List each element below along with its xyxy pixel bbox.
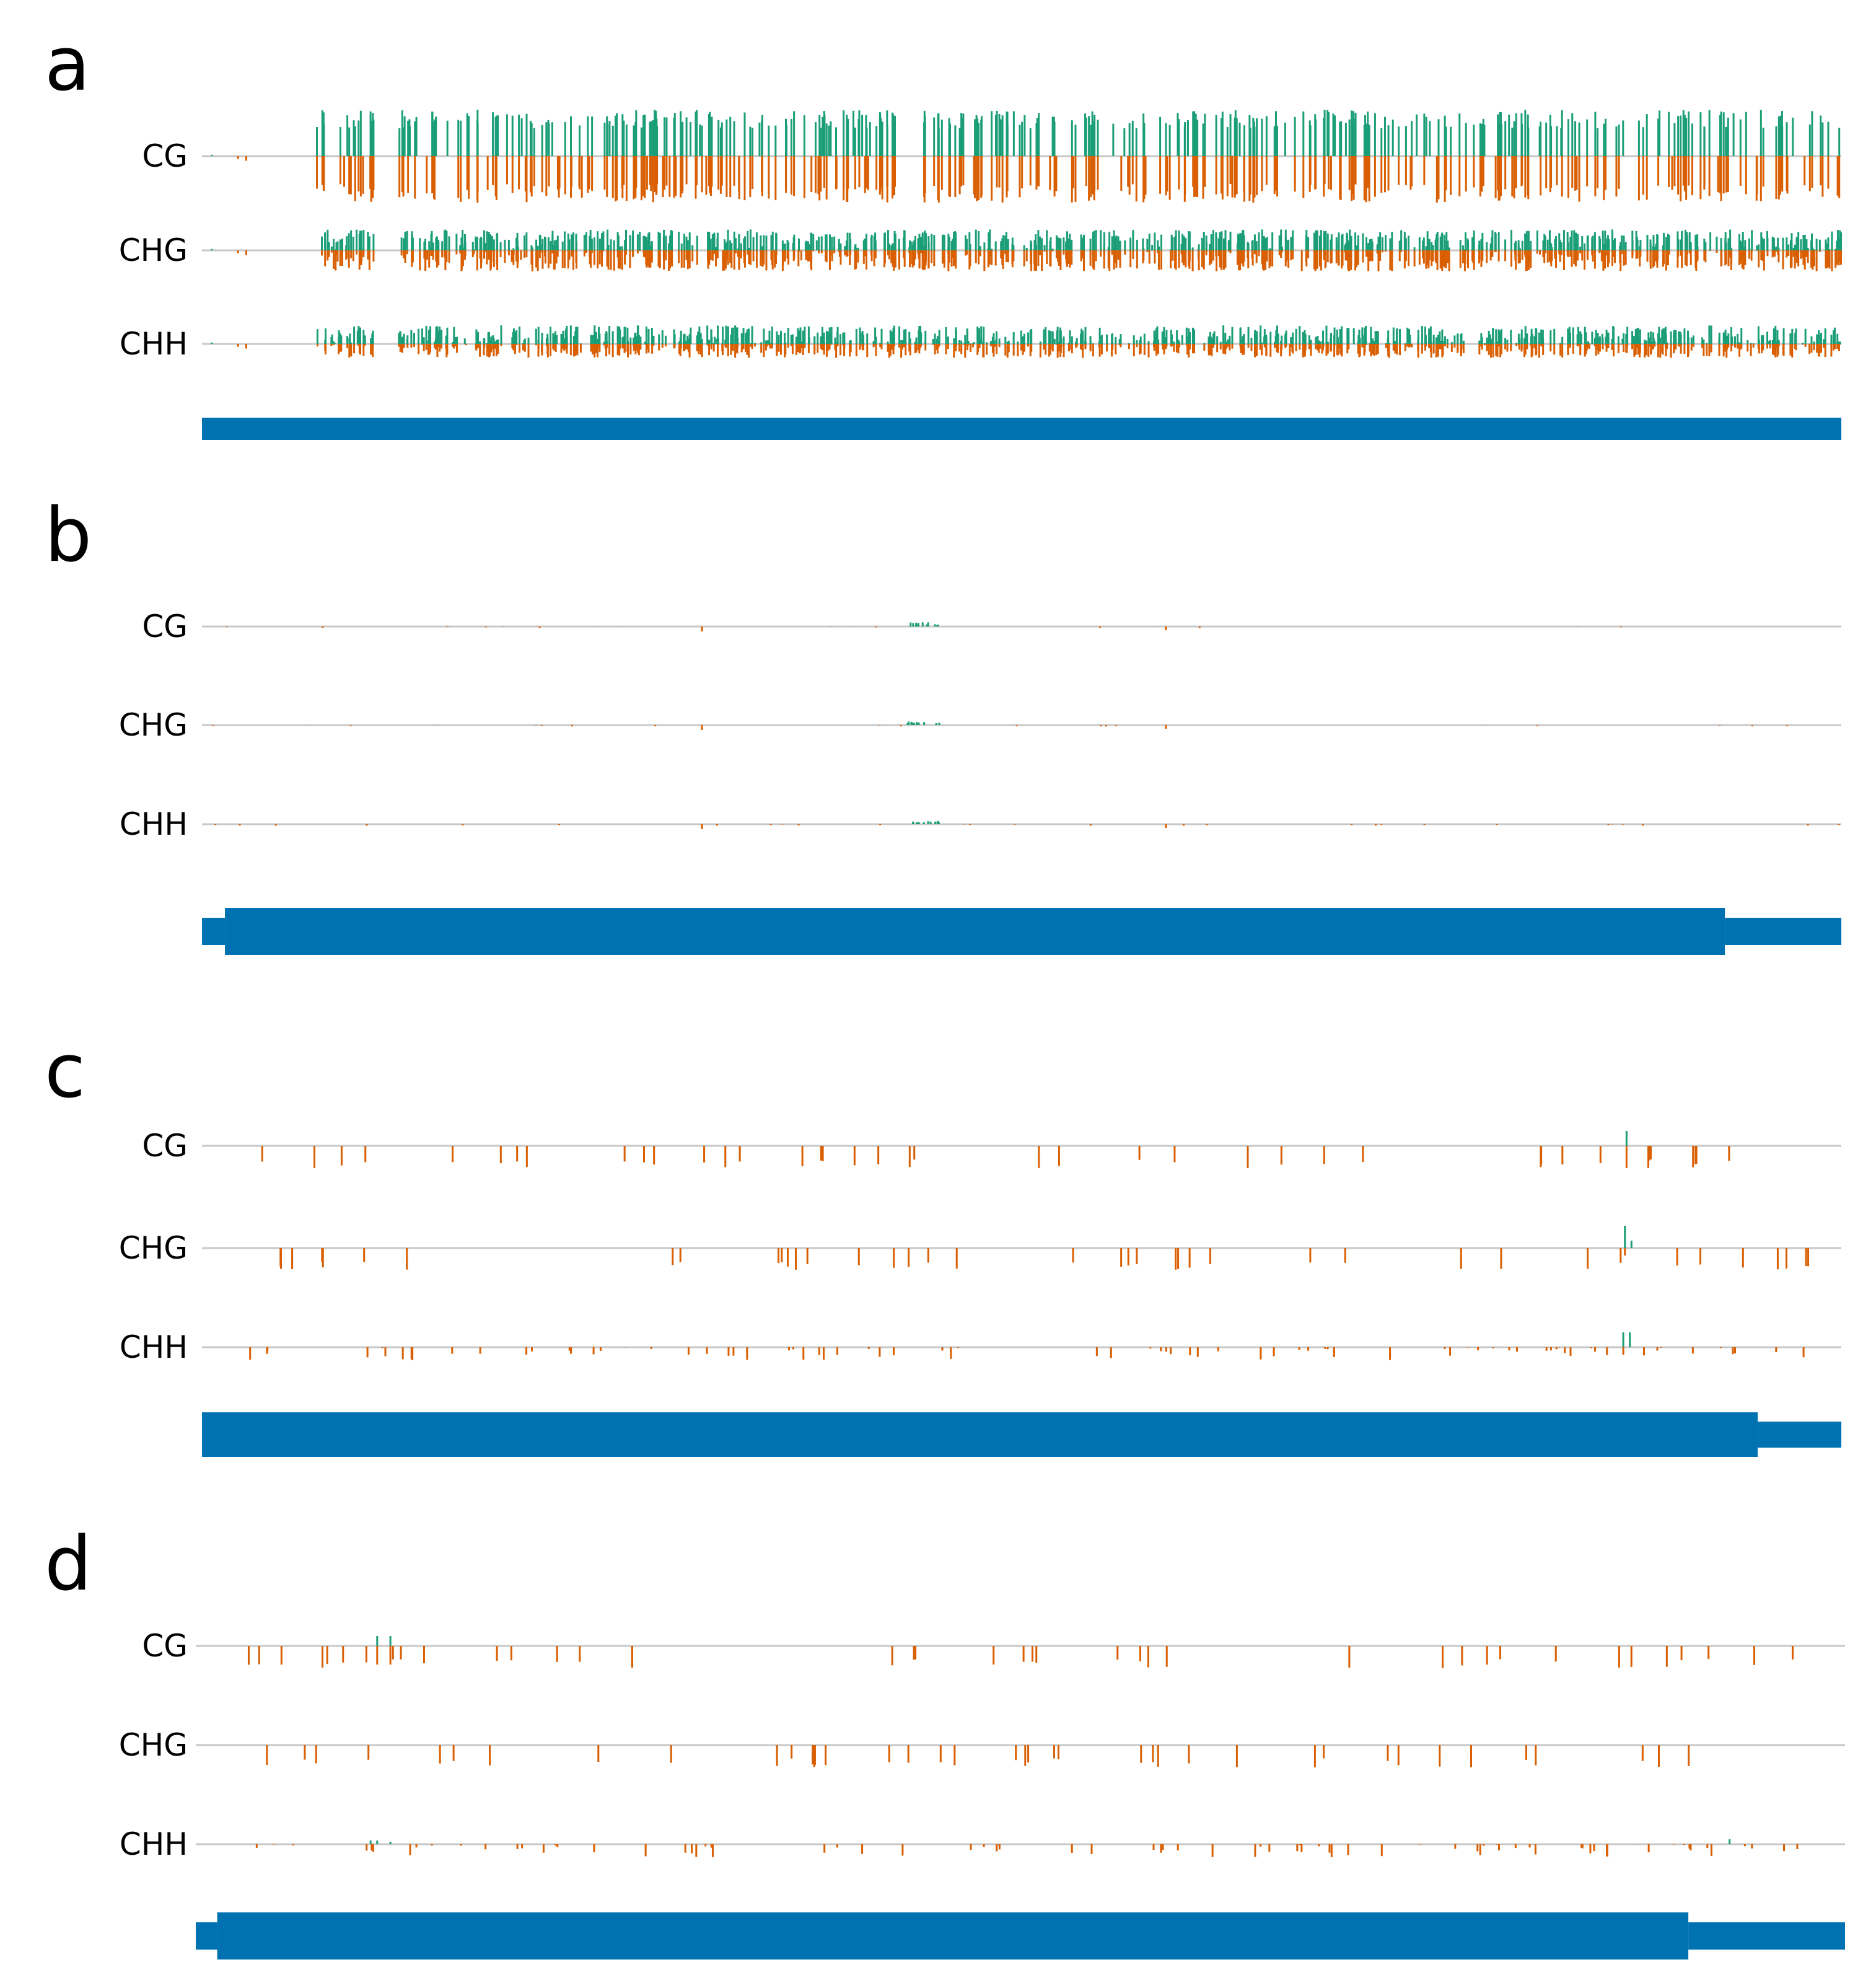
panel-label-c: c	[45, 1029, 85, 1115]
track-label-chg: CHG	[119, 1230, 188, 1266]
track-label-chh: CHH	[120, 326, 188, 362]
track-label-cg: CG	[142, 609, 188, 644]
gene-model-thin	[1758, 1422, 1841, 1448]
gene-model-thin	[1725, 918, 1841, 945]
gene-model-thick	[202, 1412, 1758, 1457]
track-label-chh: CHH	[120, 1329, 188, 1365]
gene-model-thick	[217, 1912, 1689, 1959]
track-label-cg: CG	[142, 138, 188, 174]
track-label-chg: CHG	[119, 1727, 188, 1763]
panel-label-b: b	[45, 493, 92, 579]
track-label-cg: CG	[142, 1128, 188, 1164]
track-label-chg: CHG	[119, 707, 188, 743]
gene-model-thick	[202, 418, 1841, 440]
panel-label-a: a	[45, 22, 90, 108]
gene-model-thin	[1688, 1922, 1845, 1950]
track-label-chg: CHG	[119, 232, 188, 268]
gene-model-thin	[196, 1922, 217, 1950]
track-label-chh: CHH	[120, 1826, 188, 1862]
track-label-cg: CG	[142, 1628, 188, 1664]
gene-model-thin	[202, 918, 226, 945]
panel-label-d: d	[45, 1521, 92, 1608]
gene-model-thick	[225, 908, 1725, 955]
track-label-chh: CHH	[120, 806, 188, 842]
